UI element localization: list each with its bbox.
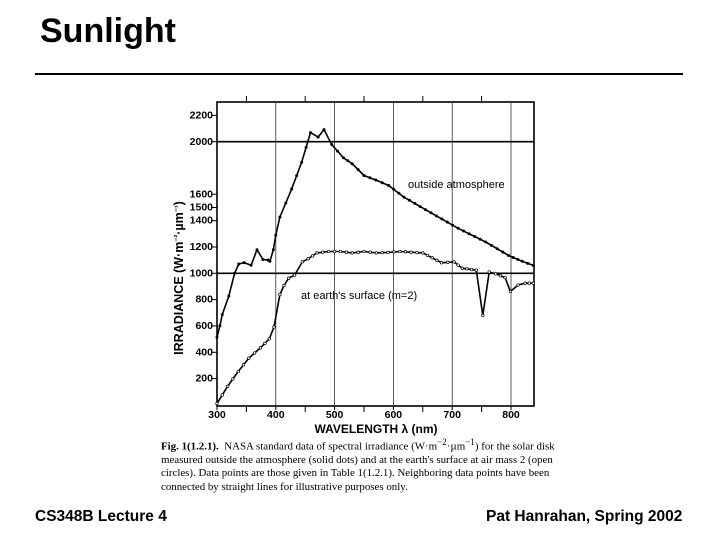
svg-text:at earth's surface (m=2): at earth's surface (m=2) [301,290,417,302]
svg-text:IRRADIANCE (W·m⁻²·µm⁻¹): IRRADIANCE (W·m⁻²·µm⁻¹) [172,201,186,355]
svg-text:1600: 1600 [190,188,214,200]
svg-text:1500: 1500 [190,202,214,214]
svg-text:200: 200 [195,373,213,385]
svg-text:300: 300 [208,409,226,421]
svg-text:500: 500 [326,409,344,421]
svg-text:1200: 1200 [190,241,214,253]
svg-text:1400: 1400 [190,215,214,227]
svg-text:600: 600 [385,409,403,421]
svg-text:2000: 2000 [190,136,214,148]
svg-text:600: 600 [195,320,213,332]
svg-text:outside atmosphere: outside atmosphere [408,179,505,191]
svg-text:400: 400 [267,409,285,421]
svg-text:2200: 2200 [190,110,214,122]
svg-text:700: 700 [443,409,461,421]
svg-text:1000: 1000 [190,267,214,279]
svg-text:800: 800 [502,409,520,421]
svg-text:400: 400 [195,346,213,358]
svg-text:800: 800 [195,294,213,306]
svg-text:WAVELENGTH λ (nm): WAVELENGTH λ (nm) [314,422,437,436]
